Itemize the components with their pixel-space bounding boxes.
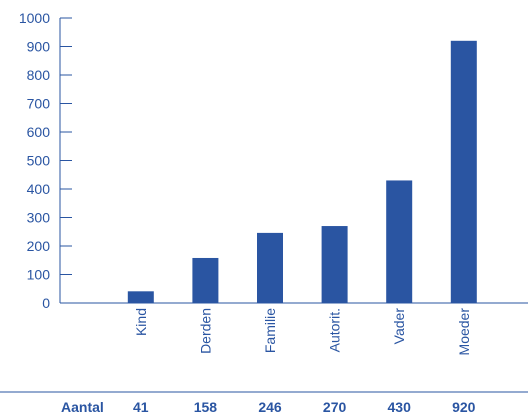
category-label: Autorit. [327, 308, 343, 352]
category-label: Vader [391, 308, 407, 345]
table-value: 430 [388, 399, 412, 415]
table-value: 270 [323, 399, 347, 415]
y-tick-label: 100 [27, 267, 51, 283]
y-tick-label: 200 [27, 238, 51, 254]
y-tick-label: 500 [27, 153, 51, 169]
y-tick-label: 0 [42, 295, 50, 311]
table-value: 41 [133, 399, 149, 415]
category-label: Derden [197, 308, 213, 354]
table-value: 920 [452, 399, 476, 415]
category-labels: Kind Derden Familie Autorit. Vader Moeder [133, 308, 472, 356]
bar [450, 40, 477, 304]
y-tick-label: 700 [27, 96, 51, 112]
y-tick-label: 400 [27, 181, 51, 197]
y-tick-label: 300 [27, 210, 51, 226]
y-tick-label: 1000 [19, 10, 50, 26]
y-tick-label: 600 [27, 124, 51, 140]
y-tick-label: 900 [27, 39, 51, 55]
category-label: Kind [133, 308, 149, 336]
y-tick-label: 800 [27, 67, 51, 83]
bar [386, 180, 413, 303]
bar [127, 291, 154, 303]
bar [321, 226, 348, 303]
table-value: 246 [258, 399, 282, 415]
category-label: Familie [262, 308, 278, 353]
table-row-label: Aantal [61, 399, 104, 415]
category-label: Moeder [456, 308, 472, 356]
bars [127, 40, 477, 304]
y-axis-ticks: 0 100 200 300 400 500 600 700 800 900 1000 [19, 10, 72, 311]
bar [192, 257, 219, 303]
bar [257, 232, 283, 303]
table-row-values: 41 158 246 270 430 920 [133, 399, 476, 415]
table-value: 158 [194, 399, 218, 415]
